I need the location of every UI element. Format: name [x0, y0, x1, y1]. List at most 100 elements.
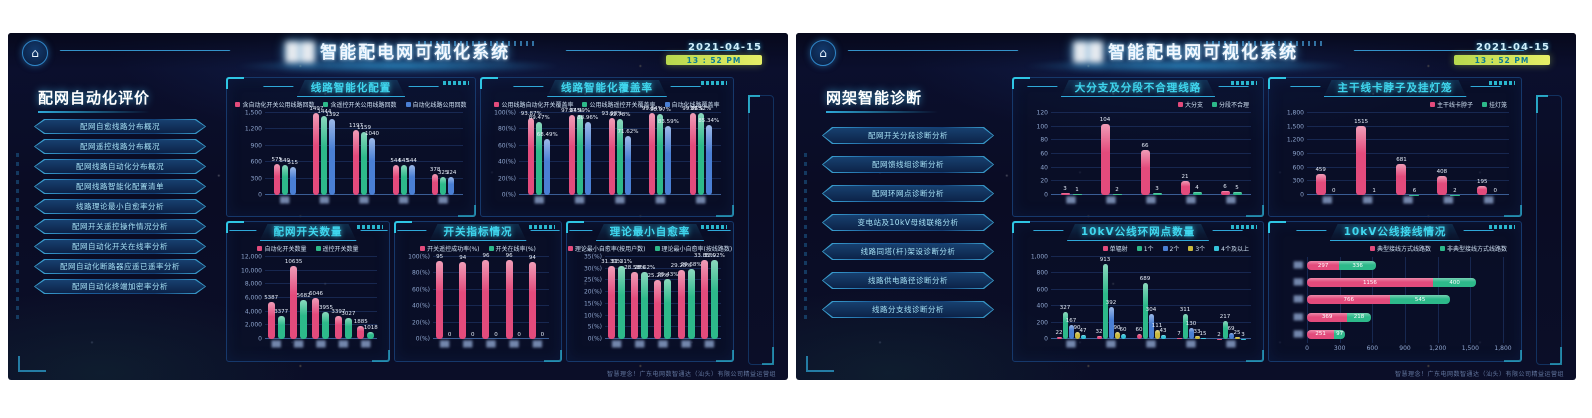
- blurred-brand: ██: [1073, 43, 1105, 63]
- bar-value: 6046: [308, 290, 323, 297]
- legend-item[interactable]: 含自动化开关公用线路回数: [235, 100, 314, 109]
- legend-item[interactable]: 开关在线率(%): [488, 244, 536, 253]
- home-button[interactable]: ⌂: [810, 40, 836, 66]
- sidebar-item[interactable]: 配网自动化开关在线率分析: [34, 239, 206, 254]
- sidebar-item[interactable]: 变电站及10kV母线联络分析: [822, 214, 994, 231]
- sidebar-item[interactable]: 配网开关遥控操作情况分析: [34, 219, 206, 234]
- chart-body: 典型接线方式线路数 非典型接线方式线路数 ██ 297 336 ██ 1156 400 ██ 76…: [1275, 242, 1515, 358]
- sidebar-item[interactable]: 配网自动化终端加密率分析: [34, 279, 206, 294]
- sidebar-item[interactable]: 配网自动化断路器应遥已遥率分析: [34, 259, 206, 274]
- sidebar-item[interactable]: 线路理论最小自愈率分析: [34, 199, 206, 214]
- bar-row: ██ 766 545: [1294, 295, 1503, 305]
- bar-value: 3377: [274, 308, 289, 315]
- x-tick-label: ██: [1186, 341, 1196, 348]
- chart-body: 自动化开关数量 遥控开关数量 0 2,000 4,000 6,000 8,000 10,000…: [233, 242, 383, 358]
- bar-value: 515: [287, 159, 299, 166]
- legend-item[interactable]: 遥控开关数量: [315, 244, 359, 253]
- bar-group: 31.31% 31.31%: [601, 257, 632, 339]
- bar-value: 60: [1135, 327, 1143, 334]
- legend-item[interactable]: 1个: [1136, 244, 1154, 253]
- bar: 22: [1056, 330, 1063, 339]
- legend-item[interactable]: 自动化线路覆盖率: [664, 100, 720, 109]
- sidebar-item[interactable]: 线路同塔(杆)架设诊断分析: [822, 243, 994, 260]
- legend-swatch: [1439, 245, 1445, 251]
- bar-value: 1444: [317, 109, 332, 116]
- chart-plot: 0(%) 20(%) 40(%) 60(%) 80(%) 100(%) 93.87% 89.4…: [494, 106, 721, 199]
- legend-item[interactable]: 分段不合理: [1211, 100, 1249, 109]
- legend-item[interactable]: 2个: [1162, 244, 1179, 253]
- legend-item[interactable]: 3个: [1188, 244, 1205, 253]
- legend-item[interactable]: 公用线路遥控开关覆盖率: [582, 100, 656, 109]
- legend-item[interactable]: 4个及以上: [1214, 244, 1249, 253]
- chart-ring-network-points: 10kV公线环网点数量 单辐射 1个 2个 3个 4个及以上 0 200 400 600 800 1…: [1012, 221, 1264, 362]
- bar: 33.92%: [704, 253, 725, 339]
- legend-item[interactable]: 含遥控开关公用线路回数: [323, 100, 397, 109]
- bar-value: 83.59%: [657, 119, 679, 126]
- bar: 33: [1194, 329, 1201, 339]
- legend-item[interactable]: 单辐射: [1102, 244, 1128, 253]
- sidebar-item[interactable]: 线路分支线诊断分析: [822, 301, 994, 318]
- bar: 1: [1072, 187, 1082, 195]
- legend-item[interactable]: 挂灯笼: [1481, 100, 1507, 109]
- sidebar-item[interactable]: 配网环网点诊断分析: [822, 185, 994, 202]
- y-tick-label: 20: [1040, 177, 1048, 185]
- bar: 60: [1136, 327, 1143, 339]
- sidebar-item[interactable]: 配网线路智能化配置清单: [34, 179, 206, 194]
- legend-item[interactable]: 开关遥控成功率(%): [420, 244, 480, 253]
- chart-body: 开关遥控成功率(%) 开关在线率(%) 0(%) 20(%) 40(%) 60(%) 80(…: [401, 242, 555, 358]
- sidebar-item[interactable]: 配网开关分段诊断分析: [822, 127, 994, 144]
- bar: 25.28%: [647, 273, 668, 339]
- bar-value: 3397: [331, 308, 346, 315]
- datetime-block: 2021-04-15 13 : 52 PM: [1454, 42, 1550, 65]
- bar-value: 31.31%: [611, 258, 633, 265]
- bar: 95: [436, 254, 444, 339]
- bar-value: 31.31%: [601, 258, 623, 265]
- legend-item[interactable]: 非典型接线方式线路数: [1439, 244, 1507, 253]
- x-tick-label: ██: [486, 341, 496, 348]
- chart-title: 配网开关数量: [260, 224, 357, 241]
- x-tick-label: ██: [439, 341, 450, 348]
- x-tick-label: ██: [1106, 197, 1116, 204]
- sidebar-item[interactable]: 配网自愈线路分布概况: [34, 119, 206, 134]
- y-tick-label: 12,000: [241, 253, 262, 261]
- bar: 5387: [264, 295, 278, 339]
- bar-value: 217: [1219, 314, 1231, 321]
- sidebar-item[interactable]: 配网馈线组诊断分析: [822, 156, 994, 173]
- bar-value: 0: [517, 332, 521, 338]
- y-tick-label: 400: [1036, 302, 1048, 310]
- bar-group: 33.85% 33.92%: [694, 253, 725, 339]
- bar-value: 15: [1199, 330, 1207, 337]
- bar-value: 69: [1227, 326, 1235, 333]
- legend-label: 4个及以上: [1221, 245, 1249, 253]
- chart-line-smart-config: 线路智能化配置 含自动化开关公用线路回数 含遥控开关公用线路回数 自动化线路公用回数…: [226, 77, 476, 217]
- sidebar-item-label: 线路同塔(杆)架设诊断分析: [823, 244, 993, 259]
- home-button[interactable]: ⌂: [22, 40, 48, 66]
- sidebar-item[interactable]: 配网遥控线路分布概况: [34, 139, 206, 154]
- bar: 94: [459, 255, 467, 339]
- legend-label: 典型接线方式线路数: [1376, 245, 1431, 253]
- legend-item[interactable]: 自动化线路公用回数: [405, 100, 467, 109]
- bar-value: 311: [1179, 306, 1191, 313]
- y-tick-label: 0(%): [415, 335, 430, 343]
- legend-item[interactable]: 大分支: [1177, 100, 1203, 109]
- sidebar-item[interactable]: 线路供电路径诊断分析: [822, 272, 994, 289]
- legend-item[interactable]: 典型接线方式线路数: [1369, 244, 1431, 253]
- bar: 60: [1120, 327, 1127, 339]
- legend-item[interactable]: 自动化开关数量: [257, 244, 307, 253]
- bar: 15: [1200, 331, 1207, 339]
- legend-item[interactable]: 理论最小自愈率(按用户数): [567, 244, 646, 253]
- legend-swatch: [405, 101, 411, 107]
- legend-item[interactable]: 主干线卡脖子: [1429, 100, 1473, 109]
- legend-item[interactable]: 公用线路自动化开关覆盖率: [494, 100, 573, 109]
- panel-deco-dots: [701, 225, 727, 229]
- bar: 540: [280, 158, 290, 195]
- sidebar-item[interactable]: 配网线路自动化分布概况: [34, 159, 206, 174]
- bar-value: 1392: [325, 111, 340, 118]
- bar: 68.49%: [537, 132, 558, 195]
- bar: 1018: [364, 325, 378, 339]
- panel-deco-dots: [1489, 225, 1515, 229]
- bar: 104: [1100, 117, 1110, 195]
- legend-swatch: [1214, 245, 1220, 251]
- bar-group: 32 913 392 90 60: [1096, 257, 1127, 339]
- legend-item[interactable]: 理论最小自愈率(按线路数): [654, 244, 732, 253]
